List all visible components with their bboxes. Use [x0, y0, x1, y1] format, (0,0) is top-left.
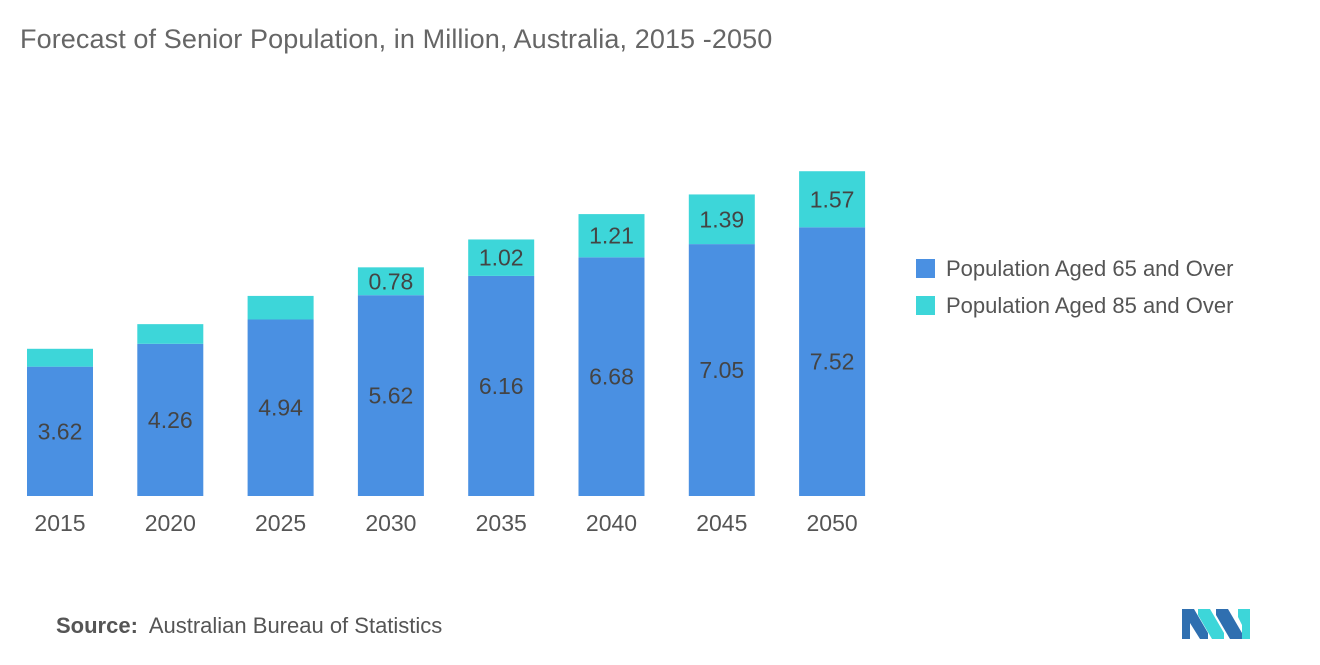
legend-item-85-plus: Population Aged 85 and Over — [916, 287, 1233, 324]
bar-85-plus-2015 — [27, 348, 93, 367]
legend-label-85-plus: Population Aged 85 and Over — [946, 292, 1234, 318]
bar-85-plus-2025 — [247, 295, 314, 320]
bar-group — [27, 171, 866, 497]
x-tick-label-2020: 2020 — [145, 510, 196, 536]
data-label-85-plus-2035: 1.02 — [479, 245, 524, 271]
bar-65-plus-2035 — [468, 275, 535, 496]
bar-65-plus-2025 — [247, 319, 314, 496]
stacked-bar-chart: 3.62 4.26 4.94 5.62 0.78 6.16 1.02 6.68 1.21 7.05… — [27, 171, 866, 536]
bar-65-plus-2030 — [357, 295, 424, 496]
data-label-85-plus-2050: 1.57 — [810, 186, 855, 212]
bar-85-plus-2035 — [468, 239, 535, 276]
chart-title: Forecast of Senior Population, in Millio… — [20, 24, 773, 54]
data-label-65-plus-2045: 7.05 — [699, 357, 744, 383]
source-text: Australian Bureau of Statistics — [148, 613, 443, 638]
bar-65-plus-2040 — [578, 257, 645, 496]
legend-label-65-plus: Population Aged 65 and Over — [946, 255, 1234, 281]
data-label-65-plus-2015: 3.62 — [38, 418, 83, 444]
mordor-intelligence-logo-icon — [1182, 609, 1250, 639]
bar-65-plus-2020 — [137, 343, 204, 496]
source-note: Source: Australian Bureau of Statistics — [56, 613, 442, 639]
x-tick-label-2050: 2050 — [807, 510, 858, 536]
data-label-65-plus-2025: 4.94 — [258, 395, 303, 421]
legend-swatch-65-plus — [916, 259, 935, 278]
data-label-85-plus-2045: 1.39 — [699, 206, 744, 232]
x-tick-group: 2015 2020 2025 2030 2035 2040 2045 2050 — [34, 510, 857, 536]
legend-item-65-plus: Population Aged 65 and Over — [916, 250, 1233, 287]
legend: Population Aged 65 and Over Population A… — [916, 250, 1233, 324]
data-label-85-plus-2030: 0.78 — [369, 268, 414, 294]
data-label-group: 3.62 4.26 4.94 5.62 0.78 6.16 1.02 6.68 1.21 7.05… — [38, 186, 855, 444]
source-label: Source: — [56, 613, 138, 638]
x-tick-label-2035: 2035 — [476, 510, 527, 536]
data-label-65-plus-2020: 4.26 — [148, 407, 193, 433]
data-label-65-plus-2030: 5.62 — [369, 383, 414, 409]
data-label-65-plus-2050: 7.52 — [810, 349, 855, 375]
bar-85-plus-2020 — [137, 324, 204, 344]
x-tick-label-2045: 2045 — [696, 510, 747, 536]
bar-85-plus-2040 — [578, 214, 645, 258]
x-tick-label-2040: 2040 — [586, 510, 637, 536]
data-label-85-plus-2040: 1.21 — [589, 223, 634, 249]
bar-85-plus-2050 — [799, 171, 866, 228]
bar-85-plus-2030 — [357, 267, 424, 296]
data-label-65-plus-2035: 6.16 — [479, 373, 524, 399]
x-tick-label-2025: 2025 — [255, 510, 306, 536]
bar-65-plus-2050 — [799, 227, 866, 497]
x-tick-label-2030: 2030 — [365, 510, 416, 536]
x-tick-label-2015: 2015 — [34, 510, 85, 536]
legend-swatch-85-plus — [916, 296, 935, 315]
bar-65-plus-2015 — [27, 366, 93, 496]
data-label-65-plus-2040: 6.68 — [589, 364, 634, 390]
bar-85-plus-2045 — [688, 194, 755, 245]
bar-65-plus-2045 — [688, 244, 755, 496]
